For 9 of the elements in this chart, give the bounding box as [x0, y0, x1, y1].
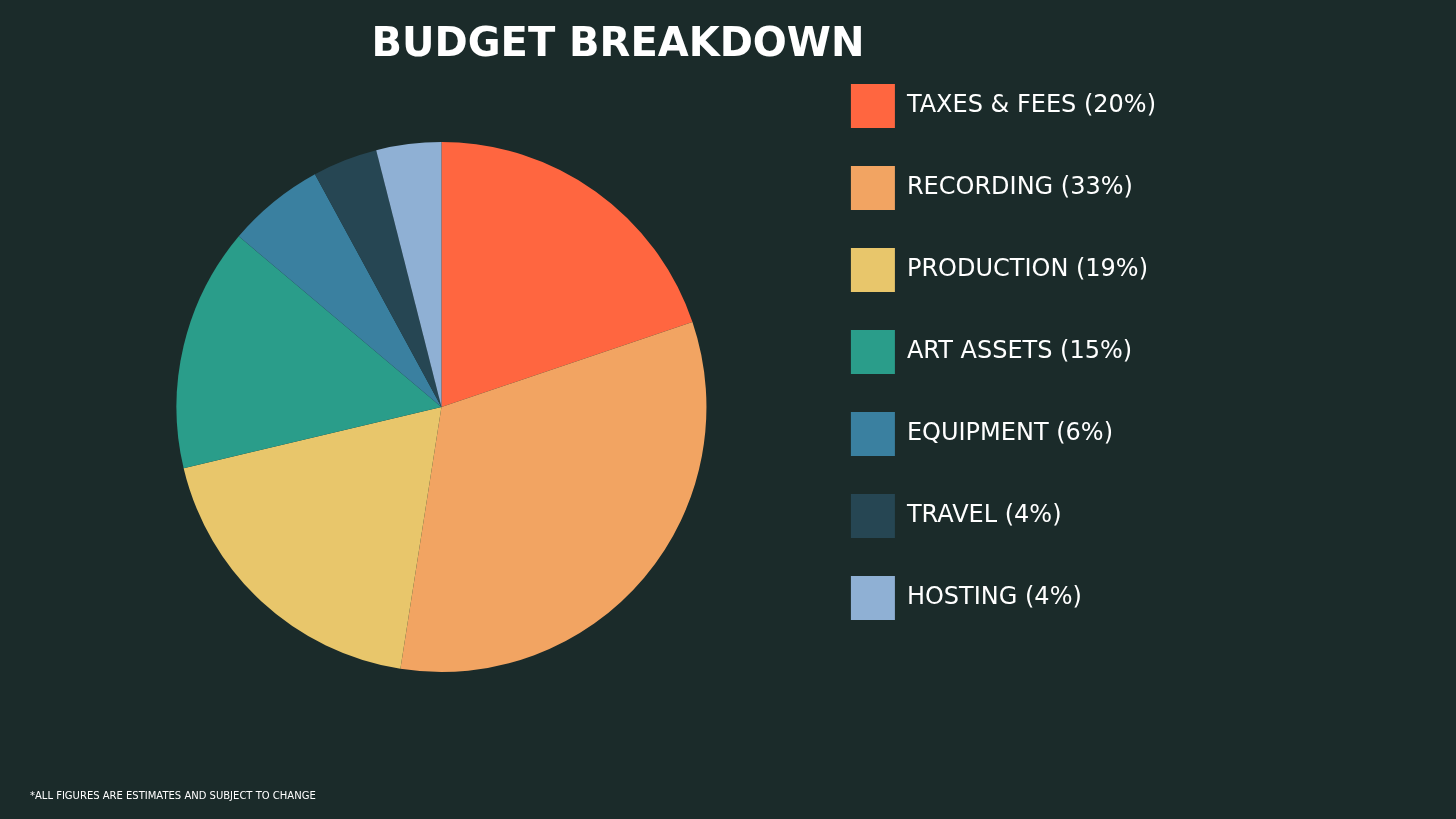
legend-label: RECORDING (33%) [906, 172, 1133, 201]
legend-label: PRODUCTION (19%) [906, 254, 1149, 283]
legend-label: TRAVEL (4%) [905, 500, 1062, 529]
legend-label: ART ASSETS (15%) [906, 336, 1133, 365]
legend-label: HOSTING (4%) [906, 582, 1082, 611]
legend-label: TAXES & FEES (20%) [905, 90, 1156, 119]
text: *ALL FIGURES ARE ESTIMATES AND SUBJECT TO CHANGE [30, 790, 316, 801]
chart-title: BUDGET BREAKDOWN [371, 19, 865, 66]
legend-label: EQUIPMENT (6%) [906, 418, 1113, 447]
